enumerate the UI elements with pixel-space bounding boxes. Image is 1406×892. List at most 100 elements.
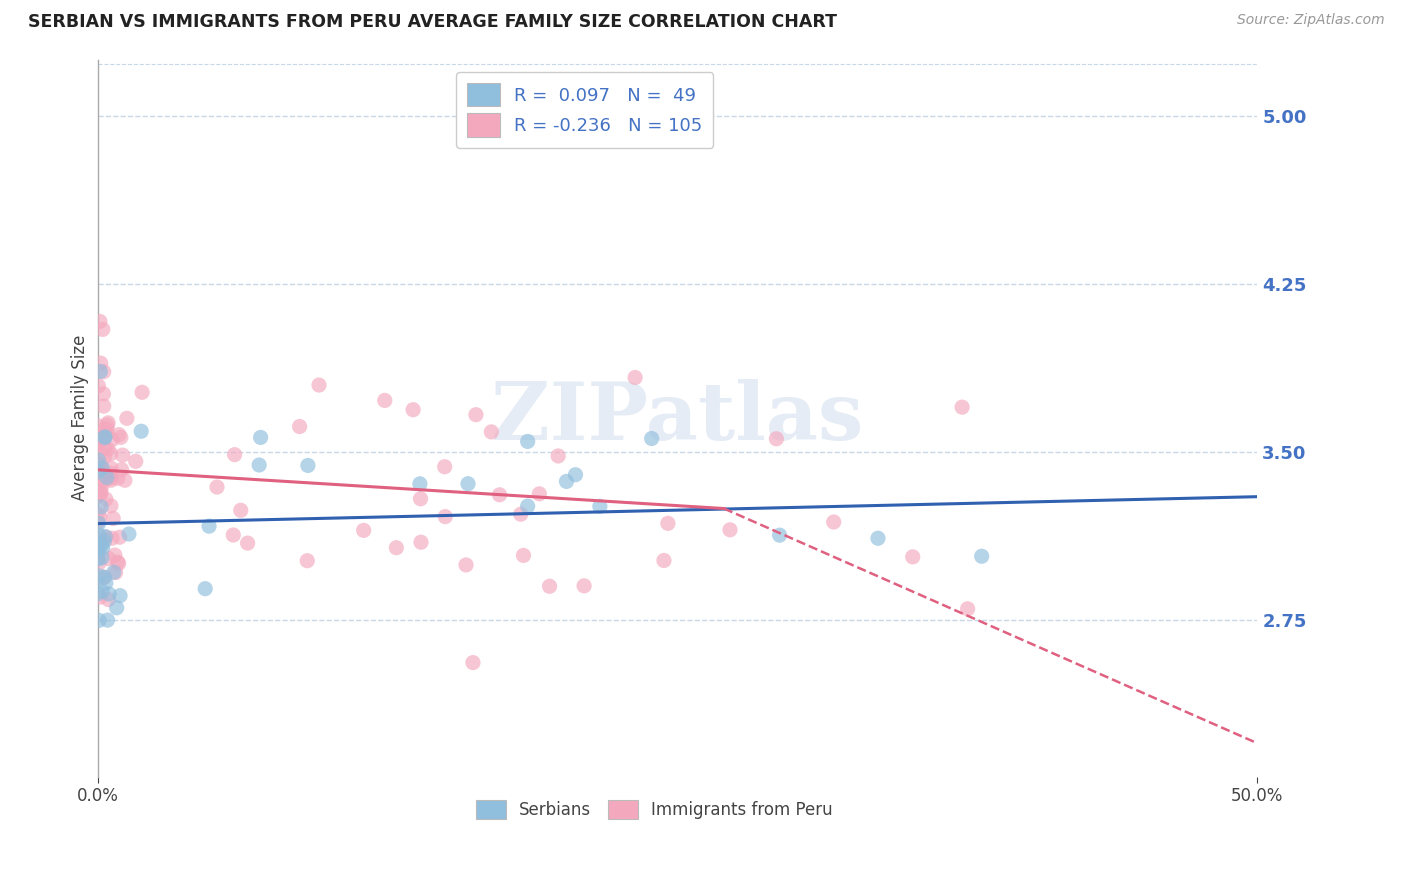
Point <box>94 430 117 444</box>
Point <box>97 551 120 566</box>
Point <box>94 529 117 543</box>
Point <box>89 538 111 552</box>
Point <box>107 555 129 569</box>
Point <box>461 656 484 670</box>
Point <box>509 507 531 521</box>
Point <box>86 418 108 433</box>
Point <box>87 538 110 552</box>
Point <box>129 424 152 438</box>
Point <box>91 460 114 475</box>
Point <box>96 470 118 484</box>
Point <box>90 485 112 500</box>
Point <box>100 469 122 483</box>
Point <box>118 527 141 541</box>
Point <box>100 499 122 513</box>
Point <box>90 539 112 553</box>
Point <box>94 492 117 507</box>
Point <box>93 450 115 464</box>
Point <box>765 432 787 446</box>
Point <box>547 449 569 463</box>
Point <box>101 433 124 447</box>
Point <box>538 579 561 593</box>
Point <box>90 500 112 514</box>
Point <box>950 400 973 414</box>
Point <box>107 557 129 571</box>
Point <box>90 458 112 472</box>
Point <box>308 378 330 392</box>
Point <box>97 442 120 456</box>
Point <box>111 448 134 462</box>
Point <box>479 425 502 439</box>
Point <box>194 582 217 596</box>
Point <box>457 476 479 491</box>
Point <box>229 503 252 517</box>
Point <box>100 466 122 480</box>
Point <box>247 458 270 472</box>
Point <box>198 519 221 533</box>
Point <box>564 467 586 482</box>
Point <box>90 487 112 501</box>
Point <box>205 480 228 494</box>
Point <box>589 500 612 514</box>
Point <box>100 447 122 461</box>
Point <box>297 458 319 473</box>
Point <box>89 457 111 471</box>
Point <box>433 459 456 474</box>
Point <box>100 461 122 475</box>
Point <box>87 552 110 566</box>
Point <box>96 417 118 432</box>
Point <box>98 472 121 486</box>
Point <box>87 477 110 491</box>
Point <box>87 613 110 627</box>
Point <box>98 587 121 601</box>
Point <box>86 489 108 503</box>
Point <box>409 476 432 491</box>
Point <box>823 515 845 529</box>
Point <box>107 471 129 485</box>
Point <box>97 416 120 430</box>
Point <box>91 541 114 555</box>
Point <box>114 473 136 487</box>
Point <box>110 430 132 444</box>
Point <box>100 473 122 487</box>
Point <box>108 530 131 544</box>
Point <box>86 550 108 565</box>
Point <box>96 427 118 442</box>
Point <box>516 434 538 449</box>
Point <box>89 434 111 448</box>
Point <box>87 437 110 451</box>
Point <box>87 465 110 479</box>
Point <box>90 356 112 370</box>
Point <box>512 549 534 563</box>
Point <box>374 393 396 408</box>
Legend: Serbians, Immigrants from Peru: Serbians, Immigrants from Peru <box>470 793 839 826</box>
Point <box>89 364 111 378</box>
Point <box>297 554 319 568</box>
Point <box>93 399 115 413</box>
Point <box>901 549 924 564</box>
Point <box>434 509 457 524</box>
Point <box>91 322 114 336</box>
Point <box>91 584 114 599</box>
Point <box>89 509 111 524</box>
Point <box>87 379 110 393</box>
Point <box>96 613 118 627</box>
Point <box>454 558 477 572</box>
Point <box>572 579 595 593</box>
Point <box>224 448 246 462</box>
Point <box>90 480 112 494</box>
Point <box>624 370 647 384</box>
Point <box>402 402 425 417</box>
Text: ZIPatlas: ZIPatlas <box>491 379 863 458</box>
Point <box>86 587 108 601</box>
Point <box>93 442 115 456</box>
Point <box>93 570 115 584</box>
Text: SERBIAN VS IMMIGRANTS FROM PERU AVERAGE FAMILY SIZE CORRELATION CHART: SERBIAN VS IMMIGRANTS FROM PERU AVERAGE … <box>28 13 837 31</box>
Point <box>529 487 551 501</box>
Point <box>105 600 128 615</box>
Point <box>104 548 127 562</box>
Point <box>288 419 311 434</box>
Point <box>488 488 510 502</box>
Point <box>108 589 131 603</box>
Point <box>89 590 111 604</box>
